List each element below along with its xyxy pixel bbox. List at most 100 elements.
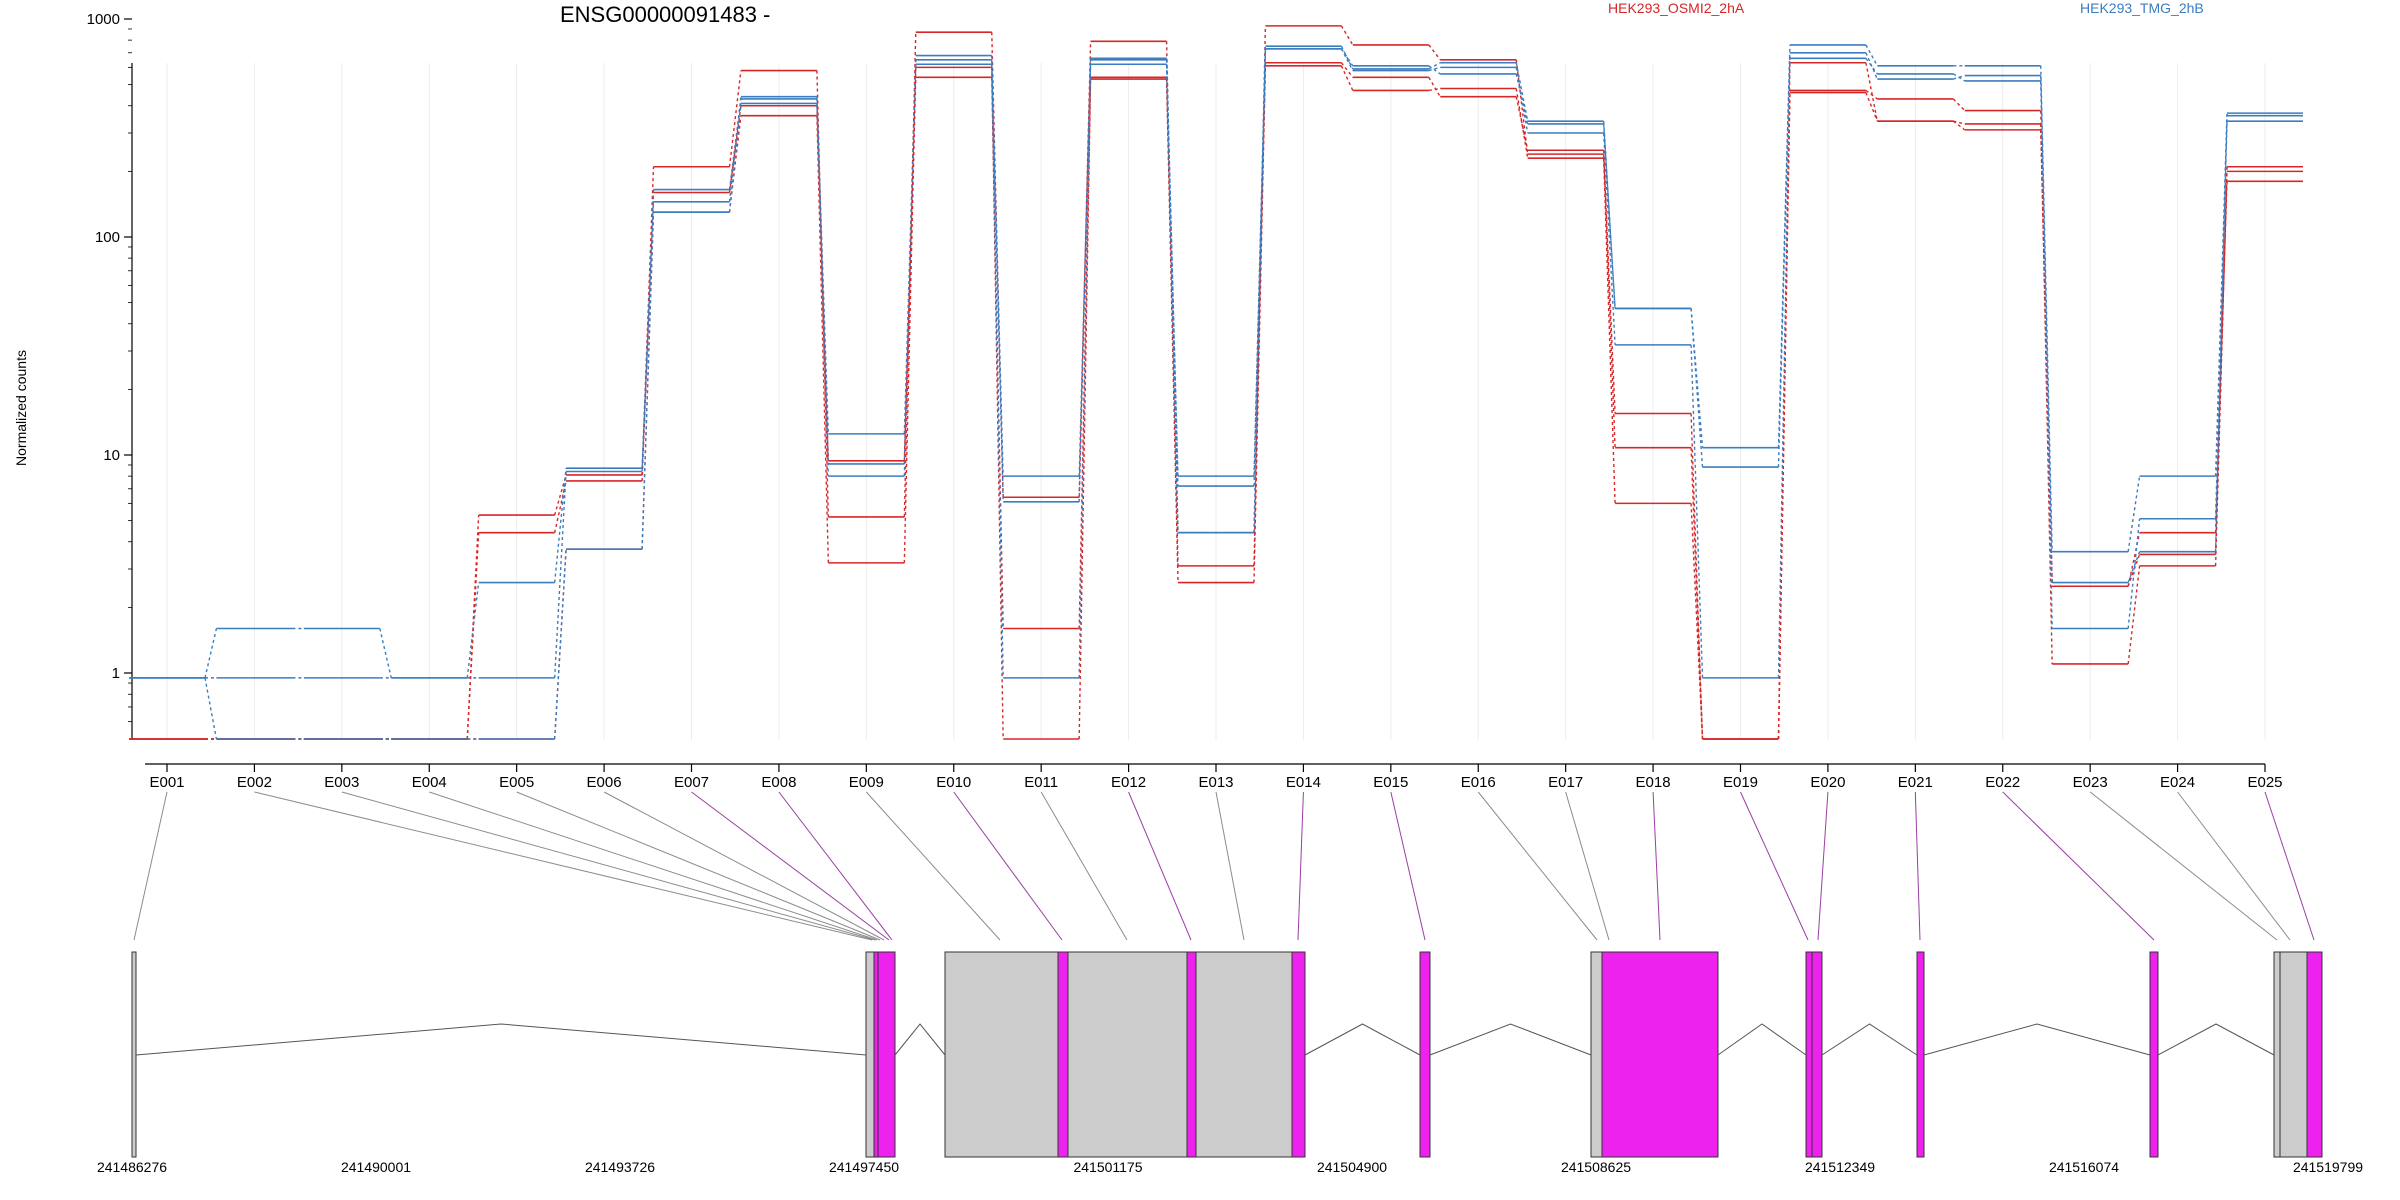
x-tick-label: E022 <box>1985 774 2020 791</box>
x-tick-label: E012 <box>1111 774 1146 791</box>
series-connector <box>1865 52 1878 80</box>
exon-block <box>877 951 896 1158</box>
series-connector <box>816 115 830 563</box>
exon-connector <box>516 791 881 941</box>
x-tick-label: E007 <box>674 774 709 791</box>
series-connector <box>903 67 917 563</box>
series-connector <box>1690 344 1704 678</box>
series-connector <box>553 471 567 678</box>
intron-line <box>1717 1023 1807 1056</box>
intron-line <box>135 1023 867 1056</box>
series-connector <box>728 70 742 167</box>
axes: 1 10 100 1000 E001 E002 E003 E004 E005 E006 E007 E0… <box>87 11 2283 791</box>
series-connector <box>1340 48 1354 71</box>
coordinate-label: 241497450 <box>829 1159 899 1175</box>
exon-connector <box>254 791 873 941</box>
x-tick-label: E018 <box>1636 774 1671 791</box>
exon-connector <box>2089 791 2278 941</box>
series-connector <box>1428 44 1441 61</box>
x-tick-label: E023 <box>2073 774 2108 791</box>
series-connector <box>553 549 567 740</box>
exon-block <box>1590 951 1603 1158</box>
exon-connector <box>1040 791 1128 941</box>
exon-block <box>1916 951 1925 1158</box>
intron-line <box>1304 1023 1421 1056</box>
series-connector <box>2214 171 2228 555</box>
series-connector <box>379 628 392 679</box>
series-connector <box>1952 98 1966 112</box>
intron-line <box>1821 1023 1918 1056</box>
exon-connector <box>778 791 893 941</box>
exon-connector <box>953 791 1063 941</box>
coordinate-label: 241493726 <box>585 1159 655 1175</box>
x-tick-label: E017 <box>1548 774 1583 791</box>
series-connector <box>2214 113 2228 519</box>
series-connector <box>553 468 567 583</box>
x-tick-label: E016 <box>1461 774 1496 791</box>
exon-block <box>2149 951 2159 1158</box>
x-tick-label: E010 <box>936 774 971 791</box>
x-tick-label: E014 <box>1286 774 1321 791</box>
series-connector <box>466 582 480 678</box>
series-connector <box>816 105 830 461</box>
exon-connector <box>691 791 890 941</box>
x-tick-label: E015 <box>1373 774 1408 791</box>
exon-block <box>2306 951 2323 1158</box>
series-connector <box>1078 77 1092 740</box>
coordinate-label: 241490001 <box>341 1159 411 1175</box>
series-connector <box>1602 154 1616 414</box>
series-connector <box>1340 65 1354 91</box>
coordinate-label: 241512349 <box>1805 1159 1875 1175</box>
legend-label-tmg: HEK293_TMG_2hB <box>2080 0 2204 16</box>
x-tick-label: E002 <box>237 774 272 791</box>
exon-block <box>865 951 875 1158</box>
x-tick-label: E020 <box>1810 774 1845 791</box>
series-connector <box>1953 74 1965 80</box>
coordinate-label: 241508625 <box>1561 1159 1631 1175</box>
coordinate-label: 241504900 <box>1317 1159 1387 1175</box>
series-connector <box>2127 476 2141 552</box>
x-tick-label: E005 <box>499 774 534 791</box>
series-connector <box>1953 120 1965 125</box>
series-connector <box>991 64 1004 502</box>
x-tick-label: E004 <box>412 774 447 791</box>
exon-block <box>873 951 879 1158</box>
exon-block <box>1419 951 1431 1158</box>
exon-connector <box>1390 791 1426 941</box>
exon-block <box>1067 951 1188 1158</box>
exon-connector <box>1215 791 1245 941</box>
exon-connector <box>1914 791 1921 941</box>
exon-connector <box>1817 791 1829 941</box>
series-connector <box>1602 123 1616 309</box>
x-tick-label: E021 <box>1898 774 1933 791</box>
series-connector <box>1690 308 1704 448</box>
series-connector <box>1428 87 1441 92</box>
series-connector <box>553 480 567 533</box>
exon-block <box>1057 951 1069 1158</box>
series-connector <box>1865 44 1878 67</box>
series-connector <box>641 201 655 472</box>
gene-model: 241486276 241490001 241493726 241497450 2415… <box>97 951 2363 1175</box>
intron-line <box>1429 1023 1592 1056</box>
x-tick-label: E019 <box>1723 774 1758 791</box>
exon-block <box>1811 951 1823 1158</box>
series-connector <box>1690 308 1704 468</box>
series-connector <box>204 628 218 679</box>
x-tick-label: E003 <box>324 774 359 791</box>
x-tick-label: E008 <box>761 774 796 791</box>
coordinate-label: 241486276 <box>97 1159 167 1175</box>
exon-connector <box>865 791 1001 941</box>
exon-connector <box>341 791 876 941</box>
series-connector <box>2127 554 2141 587</box>
series-connector <box>1515 67 1529 134</box>
coordinate-label: 241501175 <box>1073 1159 1142 1175</box>
exon-block <box>1291 951 1306 1158</box>
exon-block <box>131 951 137 1158</box>
series-connector <box>1165 64 1179 533</box>
series-connector <box>641 189 655 469</box>
series-connector <box>2127 565 2141 665</box>
x-tick-label: E009 <box>849 774 884 791</box>
exon-connector <box>429 791 878 941</box>
series-connector <box>1340 62 1354 78</box>
series-connector <box>903 64 917 464</box>
